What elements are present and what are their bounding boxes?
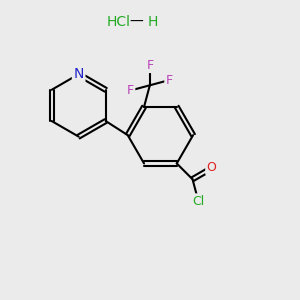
- Text: F: F: [127, 84, 134, 97]
- Text: H: H: [148, 15, 158, 29]
- Text: Cl: Cl: [192, 195, 204, 208]
- Text: HCl: HCl: [107, 15, 131, 29]
- Text: F: F: [146, 58, 153, 72]
- Text: O: O: [207, 161, 217, 174]
- Text: F: F: [166, 74, 173, 87]
- Text: —: —: [130, 15, 143, 29]
- Text: N: N: [74, 67, 84, 81]
